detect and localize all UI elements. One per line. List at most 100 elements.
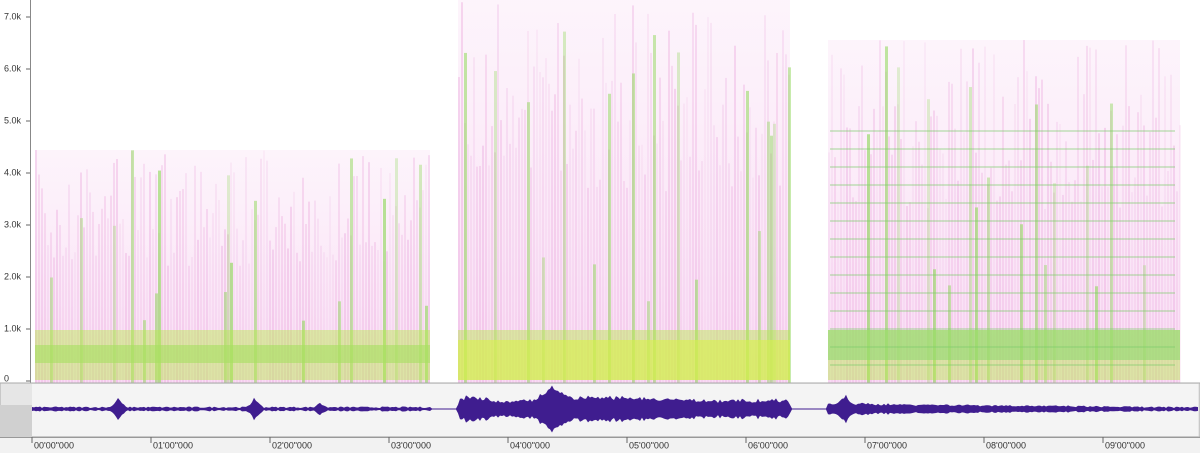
spectral-column: [518, 117, 520, 384]
time-label: 05'00"000: [629, 440, 669, 450]
spectral-column: [873, 108, 875, 383]
spectral-column: [701, 161, 703, 383]
harmonic-line: [830, 202, 1175, 204]
spectral-column: [563, 55, 565, 384]
spectral-column: [149, 171, 151, 383]
spectral-column: [470, 155, 472, 383]
spectral-column: [960, 48, 962, 384]
spectral-column: [668, 30, 670, 383]
spectral-energy: [50, 277, 53, 383]
spectral-column: [981, 172, 983, 383]
spectral-column: [990, 167, 992, 383]
spectral-column: [392, 215, 394, 383]
spectral-column: [1140, 94, 1142, 384]
spectral-column: [170, 198, 172, 383]
spectral-column: [999, 196, 1001, 383]
spectral-column: [1107, 186, 1109, 383]
harmonic-line: [830, 220, 1175, 222]
spectral-column: [1029, 118, 1031, 383]
spectral-column: [1023, 40, 1025, 384]
spectral-column: [1008, 160, 1010, 383]
spectral-column: [782, 30, 784, 384]
spectral-column: [251, 209, 253, 383]
spectral-column: [560, 170, 562, 383]
spectral-column: [1086, 45, 1088, 384]
spectral-column: [852, 197, 854, 383]
spectral-column: [389, 173, 391, 383]
spectral-column: [596, 186, 598, 383]
spectral-column: [263, 150, 265, 383]
spectral-column: [503, 155, 505, 383]
spectral-column: [368, 162, 370, 383]
spectral-column: [954, 128, 956, 383]
spectral-column: [143, 163, 145, 383]
spectral-column: [1071, 201, 1073, 383]
spectral-column: [293, 191, 295, 383]
spectral-column: [1110, 110, 1112, 383]
spectral-column: [290, 206, 292, 383]
spectral-column: [1164, 76, 1166, 383]
spectral-column: [602, 37, 604, 383]
spectral-column: [1122, 125, 1124, 383]
spectral-column: [876, 132, 878, 383]
spectral-column: [536, 29, 538, 384]
spectral-energy: [350, 158, 353, 383]
spectral-column: [993, 54, 995, 383]
dense-band: [828, 330, 1180, 360]
spectral-column: [98, 223, 100, 383]
spectral-energy: [767, 121, 770, 383]
spectral-column: [545, 58, 547, 384]
spectral-column: [530, 167, 532, 383]
spectral-column: [473, 57, 475, 383]
spectral-column: [308, 201, 310, 383]
spectral-column: [1047, 103, 1049, 383]
spectral-column: [476, 166, 478, 383]
spectral-energy: [224, 292, 227, 383]
spectral-column: [918, 141, 920, 383]
spectral-energy: [494, 71, 497, 383]
spectral-column: [1119, 207, 1121, 383]
spectral-column: [500, 120, 502, 383]
spectral-column: [951, 83, 953, 383]
spectral-column: [1101, 186, 1103, 383]
spectral-column: [416, 200, 418, 383]
spectral-column: [53, 257, 55, 383]
dense-band: [35, 345, 430, 363]
spectral-column: [461, 2, 463, 383]
spectral-column: [638, 145, 640, 383]
spectral-column: [767, 60, 769, 384]
spectral-energy: [975, 207, 978, 383]
spectral-energy: [1035, 104, 1038, 383]
spectral-column: [515, 147, 517, 383]
spectral-column: [888, 136, 890, 383]
spectral-energy: [695, 279, 698, 383]
time-label: 07'00"000: [867, 440, 907, 450]
spectral-column: [488, 165, 490, 383]
spectral-column: [770, 153, 772, 383]
spectral-column: [620, 82, 622, 384]
spectral-column: [987, 184, 989, 383]
spectral-column: [404, 195, 406, 383]
spectral-column: [1032, 148, 1034, 383]
spectral-column: [362, 156, 364, 383]
spectral-column: [834, 157, 836, 383]
spectral-column: [164, 154, 166, 383]
spectral-column: [927, 208, 929, 383]
spectral-column: [915, 121, 917, 384]
spectral-column: [35, 150, 37, 383]
spectral-energy: [885, 46, 888, 384]
spectral-column: [734, 45, 736, 383]
spectral-column: [611, 80, 613, 384]
spectral-column: [101, 208, 103, 383]
spectral-column: [966, 81, 968, 384]
spectral-energy: [897, 67, 900, 383]
spectral-column: [146, 257, 148, 383]
spectral-column: [629, 120, 631, 384]
spectral-column: [840, 68, 842, 384]
spectral-column: [140, 177, 142, 383]
spectral-energy: [80, 218, 83, 383]
spectral-column: [380, 168, 382, 383]
spectral-region: [458, 0, 790, 383]
spectral-column: [302, 177, 304, 383]
spectral-column: [1116, 134, 1118, 383]
